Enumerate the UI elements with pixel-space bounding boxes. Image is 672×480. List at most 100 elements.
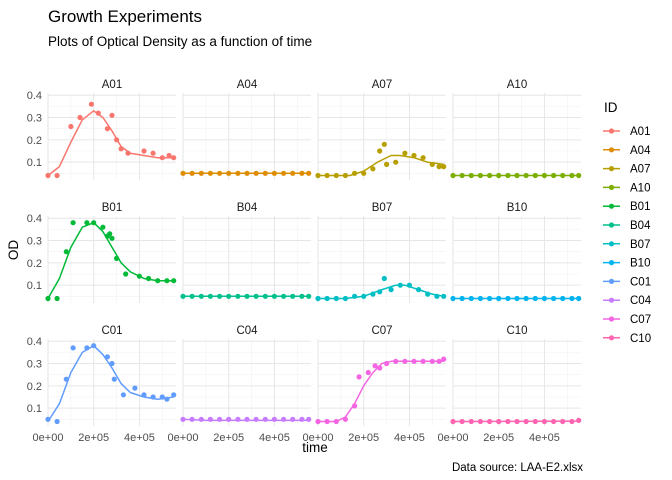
data-point [207,170,213,176]
data-point [159,394,165,400]
data-point [402,150,408,156]
data-point [235,416,241,422]
data-point [95,110,101,116]
legend-key-point [608,147,615,153]
data-point [114,137,120,143]
data-point [253,416,259,422]
data-point [352,403,358,409]
data-point [342,172,348,179]
legend-item-a04: A04 [603,145,651,157]
data-point [281,170,287,176]
data-point [281,416,287,422]
data-point [100,224,106,230]
x-tick-label: 4e+05 [124,432,155,444]
data-point [429,161,435,167]
y-tick-label: 0.3 [27,236,42,248]
data-point [171,155,177,161]
data-point [532,295,538,302]
panel-grid [317,339,446,426]
data-point [306,170,312,176]
data-point [54,295,60,302]
data-point [45,295,51,302]
data-point [450,295,456,302]
data-point [299,293,305,299]
data-point [450,172,456,179]
data-point [393,358,399,364]
data-point [104,354,110,360]
legend-item-c04: C04 [603,295,652,307]
data-point [333,418,339,425]
legend-label: A10 [630,182,650,194]
y-tick-label: 0.4 [27,213,42,225]
data-point [352,293,358,299]
legend-label: C01 [630,276,651,288]
data-point [324,418,330,425]
data-point [189,170,195,176]
data-point [377,148,383,154]
panel-grid [317,93,446,180]
data-point [324,295,330,302]
facet-c01: C01 0.1 0.2 0.3 0.4 0e+00 2e+05 4e+05 [27,325,177,444]
data-point [468,172,474,179]
facet-strip-label: C04 [236,325,258,337]
caption: Data source: LAA-E2.xlsx [452,462,583,474]
data-point [333,295,339,302]
data-point [576,417,582,423]
data-point [523,295,529,302]
data-point [372,363,378,369]
data-point [505,172,511,179]
data-point [226,416,232,422]
facet-strip-label: A07 [372,79,392,91]
data-point [271,170,277,176]
data-point [416,287,422,293]
facet-c04: C04 0e+00 2e+05 4e+05 [168,325,312,444]
data-point [541,418,548,425]
facet-b04: B04 [180,202,312,303]
x-tick-label: 0e+00 [303,432,334,444]
data-point [441,164,447,170]
legend-key-point [608,297,615,303]
data-point [235,170,241,176]
data-point [244,416,250,422]
legend-label: C07 [630,314,651,326]
x-tick-label: 2e+05 [348,432,379,444]
data-point [523,418,529,425]
data-point [253,170,259,176]
data-point [123,271,129,277]
data-point [569,418,575,425]
data-point [477,295,483,302]
data-point [487,418,493,425]
data-point [487,172,493,179]
data-point [84,220,90,226]
x-tick-label: 2e+05 [213,432,244,444]
data-point [411,152,417,159]
facet-a01: A01 0.1 0.2 0.3 0.4 [27,79,177,180]
data-point [54,172,60,179]
data-point [217,293,223,299]
data-point [141,392,147,398]
data-point [459,172,465,179]
data-point [569,295,575,302]
data-point [164,278,170,284]
data-point [207,293,213,299]
data-point [70,345,76,351]
data-point [569,172,575,179]
data-point [63,249,69,255]
data-point [411,358,417,364]
legend-item-b10: B10 [603,258,650,270]
data-point [125,150,131,156]
data-point [324,172,330,179]
data-point [388,287,394,293]
facet-c07: C07 0e+00 2e+05 4e+05 [303,325,447,444]
facet-strip-label: B04 [237,202,258,214]
data-point [180,416,186,422]
facet-strip-label: A04 [237,79,258,91]
data-point [244,293,250,299]
data-point [91,220,97,226]
data-point [434,293,440,299]
data-point [207,416,213,422]
legend-item-a01: A01 [603,126,650,138]
chart-subtitle: Plots of Optical Density as a function o… [48,34,312,49]
legend-key-point [608,166,615,172]
